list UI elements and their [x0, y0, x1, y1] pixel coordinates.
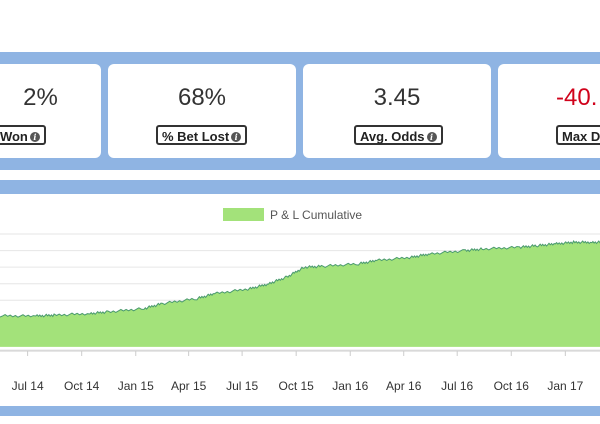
x-tick-label: Jan 16 — [332, 379, 368, 393]
stat-value-bet-lost: 68% — [177, 84, 227, 111]
x-axis-ticks: Jul 14 Oct 14 Jan 15 Apr 15 Jul 15 Oct 15 Jan … — [12, 351, 584, 393]
pnl-chart: Jul 14 Oct 14 Jan 15 Apr 15 Jul 15 Oct 15 Jan … — [0, 208, 600, 393]
x-tick-label: Oct 15 — [279, 379, 315, 393]
stat-card-max-drawdown: -40. Max D — [498, 64, 600, 158]
info-icon[interactable]: i — [426, 132, 437, 142]
x-tick-label: Jan 15 — [118, 379, 154, 393]
info-icon[interactable]: i — [231, 132, 242, 142]
section-separator — [0, 180, 600, 194]
stat-label-won-text: t Won — [0, 129, 28, 144]
pnl-area — [0, 241, 600, 347]
stat-value-max-drawdown: -40. — [556, 84, 598, 111]
stat-label-max-drawdown-text: Max D — [562, 129, 600, 144]
stat-label-avg-odds-text: Avg. Odds — [360, 129, 425, 144]
legend-swatch[interactable] — [223, 208, 264, 221]
info-icon[interactable]: i — [29, 132, 40, 142]
x-tick-label: Jul 16 — [441, 379, 473, 393]
x-tick-label: Oct 16 — [494, 379, 530, 393]
x-tick-label: Apr 16 — [386, 379, 422, 393]
x-tick-label: Jul 14 — [12, 379, 44, 393]
stat-card-avg-odds: 3.45 Avg. Odds i — [303, 64, 491, 158]
x-tick-label: Jan 17 — [547, 379, 583, 393]
pnl-line — [0, 240, 600, 318]
bottom-band — [0, 406, 600, 416]
x-tick-label: Oct 14 — [64, 379, 100, 393]
stat-value-won: 2% — [23, 84, 58, 111]
stat-label-bet-lost[interactable]: % Bet Lost i — [156, 125, 248, 145]
x-tick-label: Jul 15 — [226, 379, 258, 393]
stat-card-bet-lost: 68% % Bet Lost i — [108, 64, 296, 158]
x-tick-label: Apr 15 — [171, 379, 207, 393]
stat-label-bet-lost-text: % Bet Lost — [162, 129, 230, 144]
legend-label[interactable]: P & L Cumulative — [270, 208, 362, 222]
stat-label-max-drawdown[interactable]: Max D — [556, 125, 600, 145]
stat-value-avg-odds: 3.45 — [373, 84, 421, 111]
stat-label-avg-odds[interactable]: Avg. Odds i — [354, 125, 443, 145]
